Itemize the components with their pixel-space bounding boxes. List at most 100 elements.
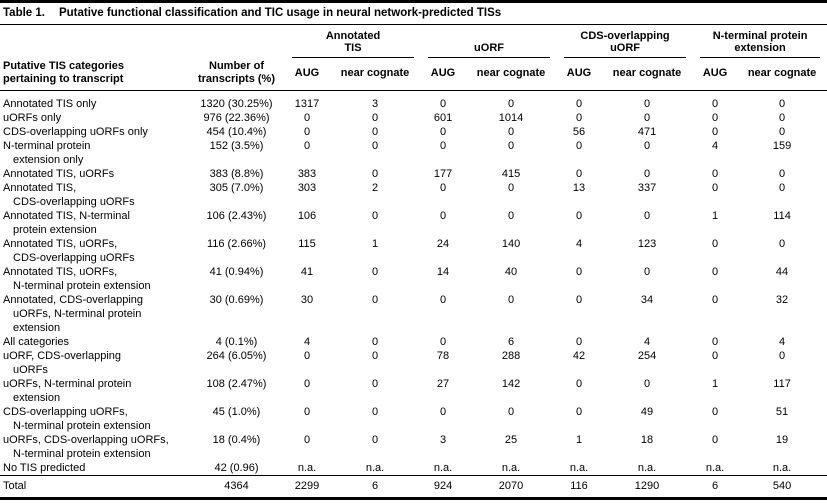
cell-value: 383: [297, 168, 317, 180]
row-transcript-count: 454 (10.4%): [206, 126, 267, 138]
table-row: uORFs, N-terminal protein extension 108 (…: [0, 377, 827, 405]
cell-value: 0: [507, 126, 515, 138]
cell-value: 44: [775, 266, 789, 278]
header-group-row: Putative TIS categories pertaining to tr…: [0, 25, 827, 91]
cell-value: 0: [507, 210, 515, 222]
cell-value: 0: [711, 434, 719, 446]
table-label: Table 1.: [3, 7, 45, 19]
row-transcript-count: 106 (2.43%): [206, 210, 267, 222]
cell-value: 0: [575, 112, 583, 124]
table-row: Annotated, CDS-overlapping uORFs, N-term…: [0, 293, 827, 335]
cell-value: 0: [303, 126, 311, 138]
cell-value: 415: [501, 168, 521, 180]
cell-value: 123: [637, 238, 657, 250]
cell-value: 0: [575, 294, 583, 306]
cell-value: 159: [772, 140, 792, 152]
cell-value: 0: [439, 126, 447, 138]
row-category: Annotated TIS, N-terminal protein extens…: [3, 210, 130, 236]
row-transcript-count: 1320 (30.25%): [200, 98, 273, 110]
cell-value: 0: [711, 126, 719, 138]
cell-value: 177: [433, 168, 453, 180]
cell-value: 0: [711, 98, 719, 110]
cell-value: n.a.: [501, 462, 521, 474]
column-header-transcripts: Number of transcripts (%): [188, 25, 285, 91]
cell-value: 0: [643, 378, 651, 390]
row-transcript-count: 4364: [188, 475, 285, 499]
cell-value: 924: [421, 475, 466, 499]
cell-value: 0: [439, 294, 447, 306]
cell-value: 254: [637, 350, 657, 362]
cell-value: 0: [778, 98, 786, 110]
cell-value: n.a.: [569, 462, 589, 474]
cell-value: 2070: [465, 475, 558, 499]
cell-value: 0: [711, 112, 719, 124]
cell-value: 0: [371, 336, 379, 348]
cell-value: 0: [303, 350, 311, 362]
cell-value: 0: [575, 378, 583, 390]
cell-value: 0: [439, 406, 447, 418]
row-category: N-terminal protein extension only: [3, 140, 91, 166]
cell-value: 0: [371, 126, 379, 138]
cell-value: 0: [507, 140, 515, 152]
table-body: Annotated TIS only 1320 (30.25%) 1317 3 0 0 0 0…: [0, 91, 827, 499]
row-transcript-count: 42 (0.96): [214, 462, 259, 474]
row-transcript-count: 108 (2.47%): [206, 378, 267, 390]
row-transcript-count: 152 (3.5%): [209, 140, 264, 152]
cell-value: 27: [436, 378, 450, 390]
cell-value: 0: [439, 210, 447, 222]
cell-value: 4: [643, 336, 651, 348]
header-sub-row: AUG near cognate AUG near cognate AUG ne…: [0, 58, 827, 91]
cell-value: 0: [371, 434, 379, 446]
column-group-annotated-tis-label: Annotated TIS: [292, 30, 415, 58]
cell-value: 288: [501, 350, 521, 362]
column-header-aug-nterm: AUG: [693, 58, 738, 91]
row-transcript-count: 305 (7.0%): [209, 182, 264, 194]
table-row: CDS-overlapping uORFs only 454 (10.4%) 0 0 0…: [0, 125, 827, 139]
cell-value: 14: [436, 266, 450, 278]
row-category: Annotated TIS, uORFs, N-terminal protein…: [3, 266, 151, 292]
row-category: Annotated TIS, uORFs, CDS-overlapping uO…: [3, 238, 135, 264]
table-row: No TIS predicted 42 (0.96) n.a. n.a. n.a. n.a…: [0, 461, 827, 476]
table-row: CDS-overlapping uORFs, N-terminal protei…: [0, 405, 827, 433]
row-transcript-count: 976 (22.36%): [203, 112, 270, 124]
cell-value: 0: [575, 168, 583, 180]
cell-value: 1014: [498, 112, 524, 124]
cell-value: 0: [371, 140, 379, 152]
cell-value: 4: [575, 238, 583, 250]
cell-value: 0: [711, 182, 719, 194]
cell-value: 106: [297, 210, 317, 222]
cell-value: 0: [439, 182, 447, 194]
cell-value: 0: [371, 406, 379, 418]
row-category: No TIS predicted: [3, 462, 86, 474]
cell-value: 0: [711, 336, 719, 348]
cell-value: n.a.: [637, 462, 657, 474]
table-row: Annotated TIS, uORFs, N-terminal protein…: [0, 265, 827, 293]
column-group-cds-overlapping-uorf: CDS-overlapping uORF: [557, 25, 693, 58]
cell-value: 0: [575, 336, 583, 348]
row-category: CDS-overlapping uORFs only: [3, 126, 148, 138]
cell-value: 0: [371, 112, 379, 124]
row-transcript-count: 18 (0.4%): [212, 434, 261, 446]
cell-value: 0: [778, 350, 786, 362]
cell-value: 25: [504, 434, 518, 446]
cell-value: 0: [371, 378, 379, 390]
cell-value: 0: [575, 98, 583, 110]
cell-value: 0: [507, 294, 515, 306]
cell-value: 115: [298, 238, 316, 250]
cell-value: 0: [303, 140, 311, 152]
cell-value: 19: [775, 434, 789, 446]
row-transcript-count: 383 (8.8%): [209, 168, 264, 180]
cell-value: 0: [371, 168, 379, 180]
cell-value: 4: [778, 336, 786, 348]
table-row: Annotated TIS, N-terminal protein extens…: [0, 209, 827, 237]
cell-value: 0: [575, 210, 583, 222]
cell-value: 2299: [285, 475, 329, 499]
cell-value: 140: [501, 238, 521, 250]
cell-value: 0: [575, 140, 583, 152]
data-table: Putative TIS categories pertaining to tr…: [0, 25, 827, 500]
cell-value: 4: [303, 336, 311, 348]
row-transcript-count: 264 (6.05%): [206, 350, 267, 362]
row-category: Annotated, CDS-overlapping uORFs, N-term…: [3, 294, 144, 334]
cell-value: 0: [439, 336, 447, 348]
row-category: Annotated TIS, CDS-overlapping uORFs: [3, 182, 135, 208]
